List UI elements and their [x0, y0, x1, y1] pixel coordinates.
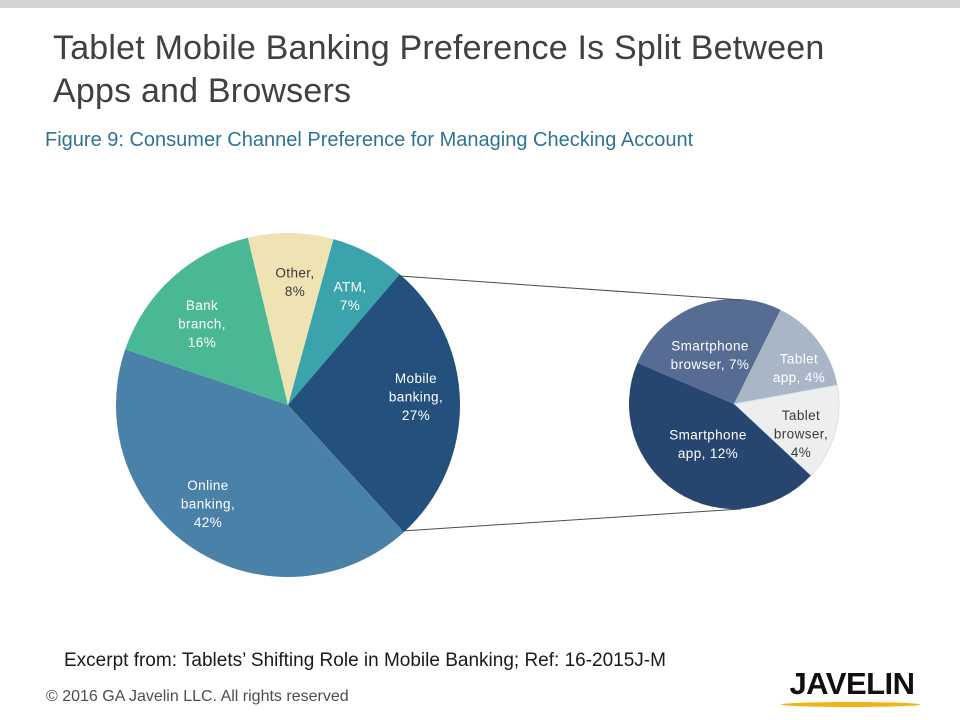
javelin-logo: JAVELIN — [789, 666, 915, 701]
pie-slice-label-tablet-browser: Tablet browser, 4% — [774, 408, 828, 460]
source-note: Excerpt from: Tablets’ Shifting Role in … — [64, 650, 666, 671]
pie-connector-line-top — [399, 275, 743, 301]
pie-slice-smartphone-browser — [637, 299, 781, 404]
pie-slice-mobile-banking — [288, 274, 461, 533]
page-title: Tablet Mobile Banking Preference Is Spli… — [53, 29, 825, 110]
pie-slice-tablet-browser — [732, 384, 840, 477]
pie-slice-label-smartphone-browser: Smartphone browser, 7% — [671, 338, 750, 372]
pie-slice-smartphone-app — [629, 362, 811, 509]
pie-slice-label-mobile-banking: Mobile banking, 27% — [389, 371, 443, 423]
pie-slice-label-tablet-app: Tablet app, 4% — [773, 351, 825, 385]
pie-connector-line-bottom — [401, 508, 742, 532]
pie-slice-bank-branch — [125, 237, 289, 405]
figure-caption: Figure 9: Consumer Channel Preference fo… — [45, 129, 694, 151]
pie-slice-label-smartphone-app: Smartphone app, 12% — [669, 427, 747, 461]
logo-underline-bar — [781, 702, 920, 707]
pie-slice-label-atm: ATM, 7% — [334, 279, 367, 313]
pie-slice-label-bank-branch: Bank branch, 16% — [178, 298, 226, 350]
top-accent-bar — [0, 0, 960, 8]
copyright-text: © 2016 GA Javelin LLC. All rights reserv… — [46, 688, 349, 705]
pie-slice-label-other: Other, 8% — [275, 265, 314, 299]
pie-slice-tablet-app — [734, 309, 838, 404]
pie-slice-other — [247, 233, 334, 405]
pie-slice-atm — [288, 239, 400, 405]
pie-primary-channel-preference: ATM, 7% Mobile banking, 27% Online banking, 42%… — [115, 233, 461, 578]
pie-mobile-banking-breakdown: Smartphone browser, 7% Tablet app, 4% Tablet… — [629, 299, 840, 509]
pie-slice-online-banking — [115, 349, 404, 578]
pie-slice-label-online-banking: Online banking, 42% — [181, 478, 235, 530]
